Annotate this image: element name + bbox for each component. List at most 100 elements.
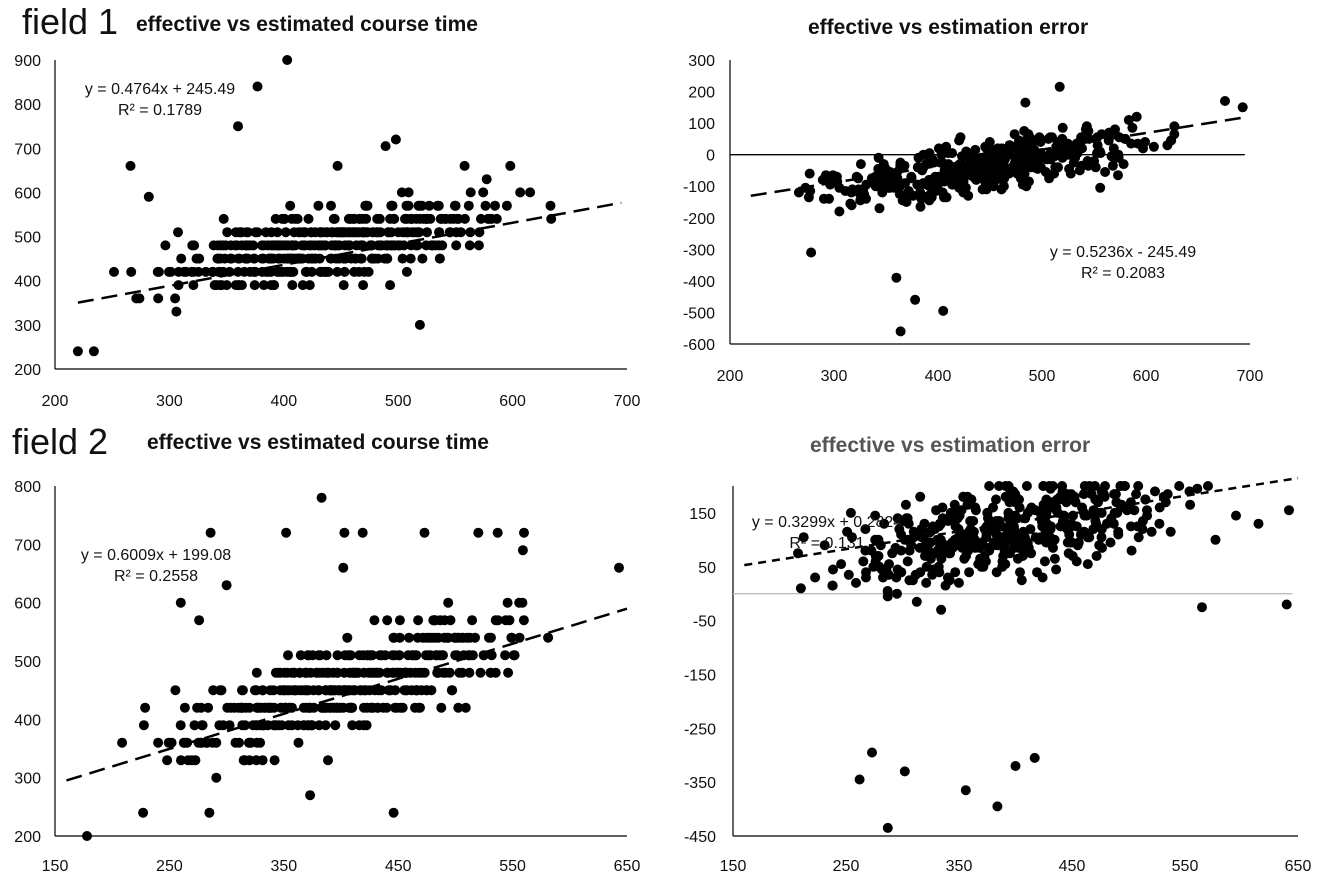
data-point <box>244 755 255 766</box>
data-point <box>965 516 976 526</box>
data-point <box>1154 518 1165 529</box>
data-point <box>873 551 884 561</box>
data-point <box>483 213 493 224</box>
data-point <box>614 562 624 573</box>
data-point <box>348 213 359 224</box>
data-point <box>845 198 856 209</box>
data-point <box>1079 481 1090 491</box>
data-point <box>317 227 328 238</box>
data-point <box>207 737 218 748</box>
data-point <box>332 266 343 277</box>
data-point <box>1044 173 1055 184</box>
data-point <box>1133 481 1144 491</box>
y-tick-label: -300 <box>683 242 715 259</box>
data-point <box>403 187 414 198</box>
data-point <box>976 170 987 181</box>
data-point <box>274 266 285 277</box>
data-point <box>867 747 877 758</box>
data-point <box>1037 572 1048 583</box>
data-point <box>947 148 958 159</box>
data-point <box>900 499 911 510</box>
data-point <box>440 667 451 678</box>
data-point <box>312 667 323 678</box>
data-point <box>304 280 315 291</box>
data-point <box>1148 141 1159 152</box>
x-tick-label: 150 <box>720 858 747 871</box>
data-point <box>234 737 244 748</box>
data-point <box>1174 481 1185 491</box>
data-point <box>1026 548 1037 559</box>
data-point <box>1016 575 1027 586</box>
data-point <box>500 650 511 661</box>
data-point <box>300 266 311 277</box>
trendline <box>77 201 622 304</box>
data-point <box>287 280 298 291</box>
data-point <box>953 577 964 588</box>
data-point <box>1017 179 1028 190</box>
data-point <box>1220 96 1230 106</box>
data-point <box>992 801 1003 812</box>
data-point <box>991 146 1002 157</box>
data-point <box>1018 526 1029 537</box>
data-point <box>242 227 253 238</box>
x-tick-label: 250 <box>833 858 860 871</box>
data-point <box>980 141 991 152</box>
data-point <box>1131 489 1142 500</box>
data-point <box>126 266 137 277</box>
data-point <box>160 240 171 251</box>
data-point <box>966 494 977 505</box>
data-point <box>1065 168 1076 179</box>
data-point <box>349 266 360 277</box>
data-point <box>305 790 316 801</box>
y-tick-label: 500 <box>14 654 41 671</box>
data-point <box>1140 137 1151 147</box>
data-point <box>382 253 393 264</box>
data-point <box>921 178 932 189</box>
data-point <box>995 532 1006 543</box>
data-point <box>299 720 309 731</box>
data-point <box>171 306 182 317</box>
data-point <box>1067 551 1078 561</box>
y-tick-label: 600 <box>14 596 41 613</box>
data-point <box>407 227 418 238</box>
data-point <box>882 586 893 596</box>
data-point <box>980 556 991 567</box>
data-point <box>297 280 308 291</box>
data-point <box>892 588 902 599</box>
data-point <box>405 253 416 264</box>
data-point <box>1078 529 1089 540</box>
data-point <box>543 632 554 643</box>
data-point <box>977 154 988 165</box>
data-point <box>870 181 881 192</box>
data-point <box>371 227 382 238</box>
data-point <box>316 492 327 503</box>
data-point <box>290 213 301 224</box>
data-point <box>519 527 529 538</box>
data-point <box>957 151 967 162</box>
data-point <box>255 737 266 748</box>
data-point <box>432 667 443 678</box>
data-point <box>958 491 969 502</box>
data-point <box>1000 559 1011 570</box>
data-point <box>432 200 443 211</box>
data-point <box>545 200 556 211</box>
data-point <box>478 187 489 198</box>
data-point <box>988 540 999 551</box>
data-point <box>485 667 496 678</box>
data-point <box>467 615 478 626</box>
data-point <box>1029 752 1040 763</box>
data-point <box>991 494 1001 505</box>
y-tick-label: 200 <box>14 362 41 379</box>
data-point <box>215 253 226 264</box>
y-tick-label: 900 <box>14 53 41 70</box>
data-point <box>861 179 872 190</box>
data-point <box>369 253 380 264</box>
field-2-label: field 2 <box>12 421 109 462</box>
data-point <box>1113 170 1123 181</box>
data-point <box>1069 491 1080 502</box>
data-point <box>924 195 935 206</box>
y-tick-label: -250 <box>684 721 716 738</box>
data-point <box>517 545 528 556</box>
data-point <box>910 569 921 580</box>
